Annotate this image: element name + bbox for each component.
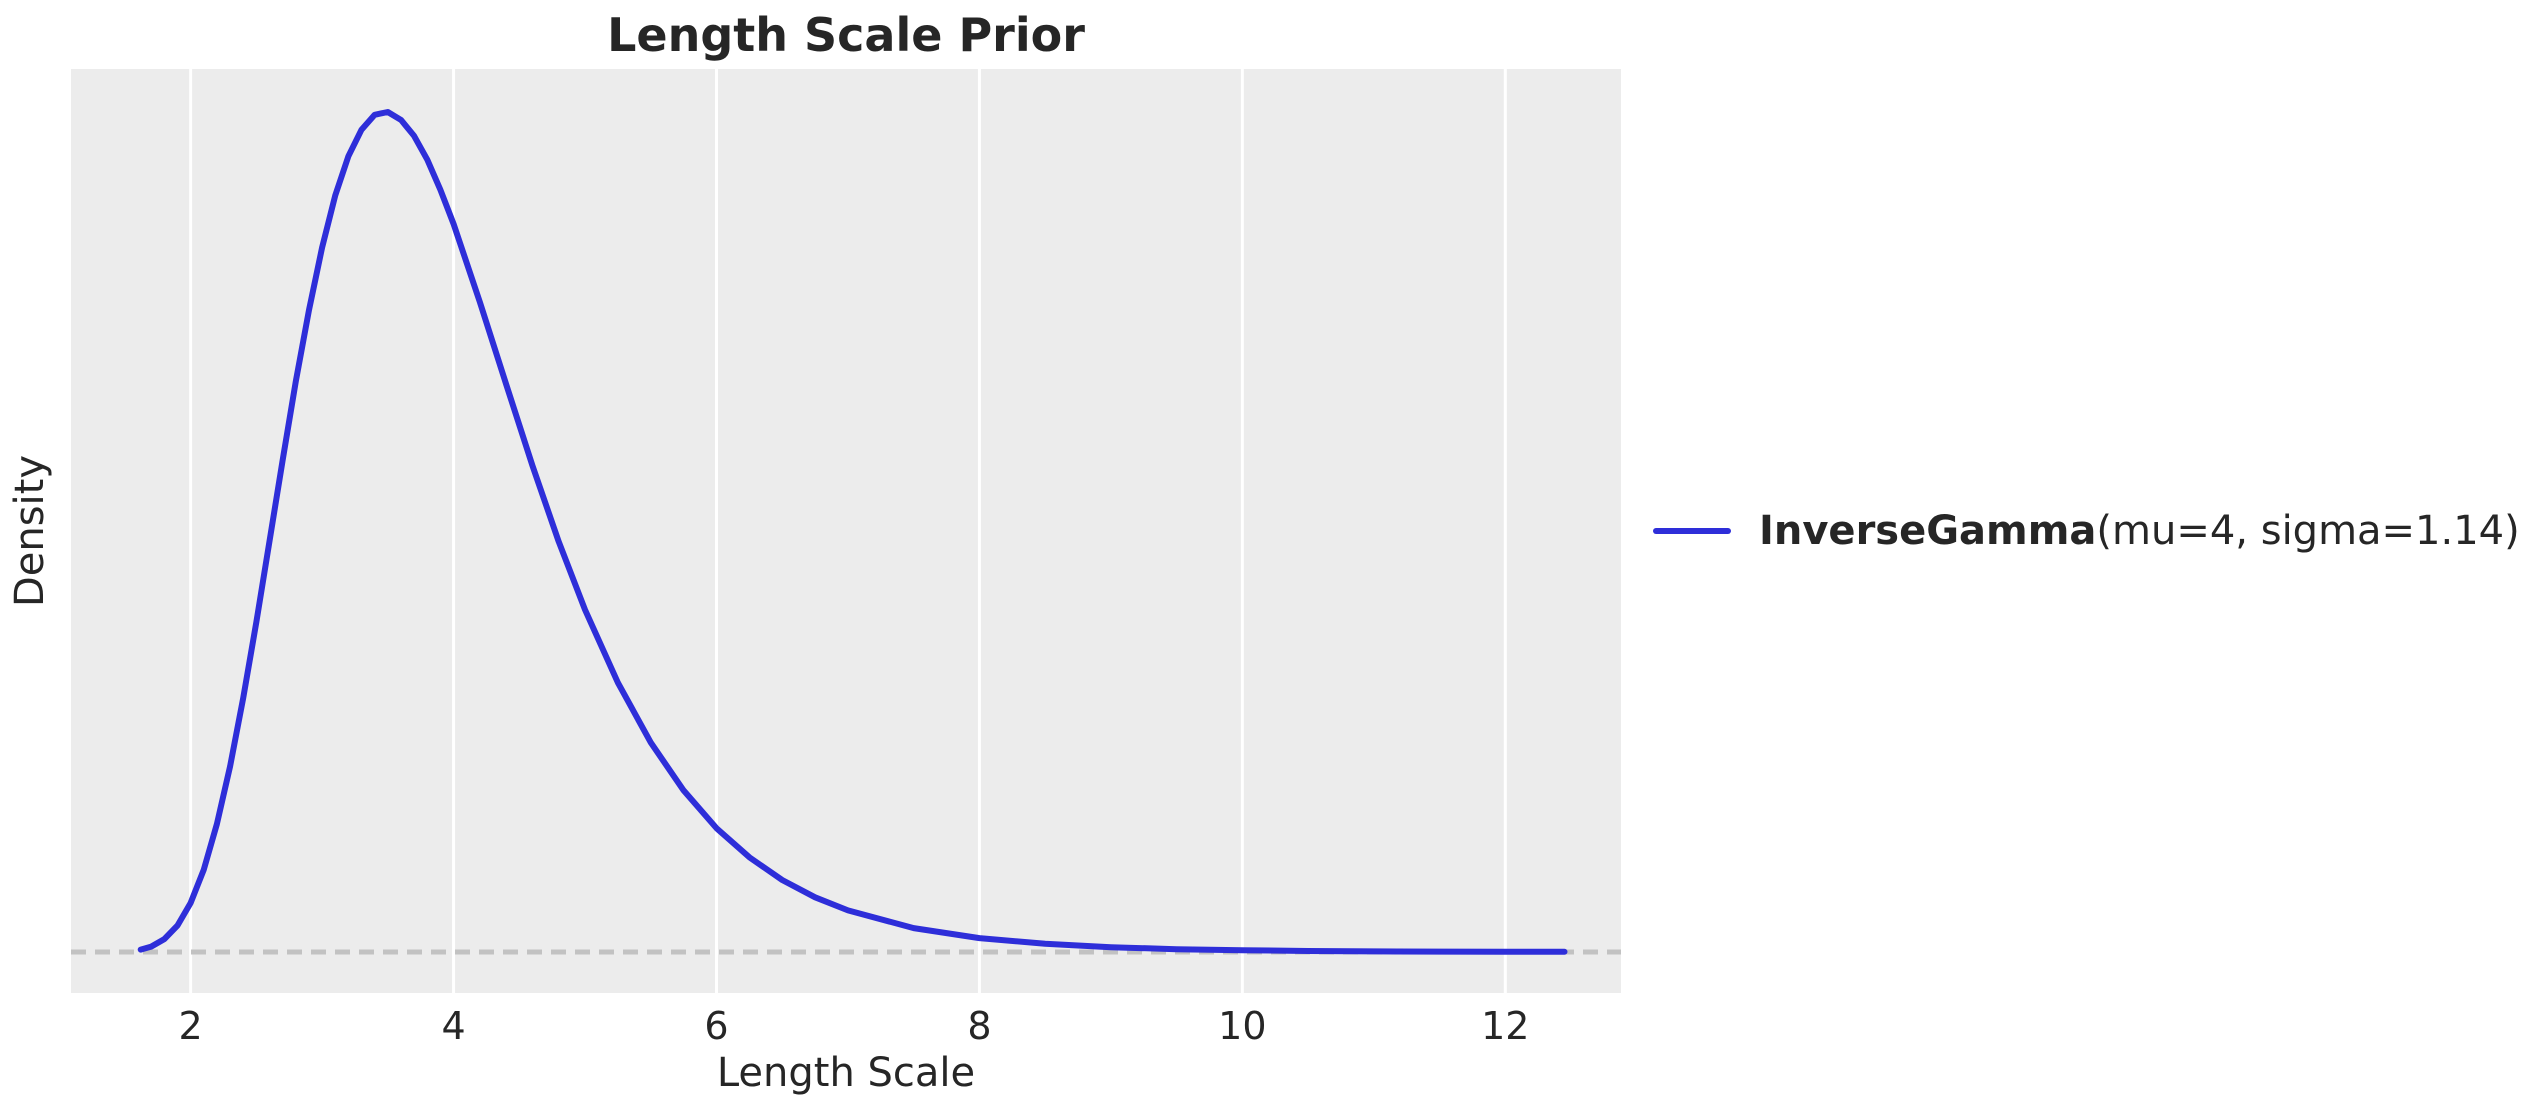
legend-label: InverseGamma(mu=4, sigma=1.14) [1759, 508, 2520, 554]
x-tick-label: 10 [1218, 1004, 1267, 1048]
legend-line-swatch [1653, 528, 1731, 534]
x-tick-label: 2 [178, 1004, 203, 1048]
legend: InverseGamma(mu=4, sigma=1.14) [1653, 508, 2520, 554]
figure-title: Length Scale Prior [607, 8, 1085, 62]
y-axis-label: Density [7, 454, 53, 608]
x-axis-label: Length Scale [716, 1050, 976, 1096]
x-tick-label: 8 [967, 1004, 992, 1048]
plot-background [71, 69, 1621, 993]
x-tick-label: 6 [704, 1004, 729, 1048]
x-tick-label: 12 [1481, 1004, 1530, 1048]
density-curve [137, 109, 1568, 955]
x-tick-label: 4 [441, 1004, 466, 1048]
legend-distribution-name: InverseGamma [1759, 508, 2097, 554]
plot-area [71, 69, 1621, 993]
x-axis-ticks: 2 4 6 8 10 12 [0, 1004, 2538, 1054]
legend-params: (mu=4, sigma=1.14) [2096, 508, 2520, 554]
